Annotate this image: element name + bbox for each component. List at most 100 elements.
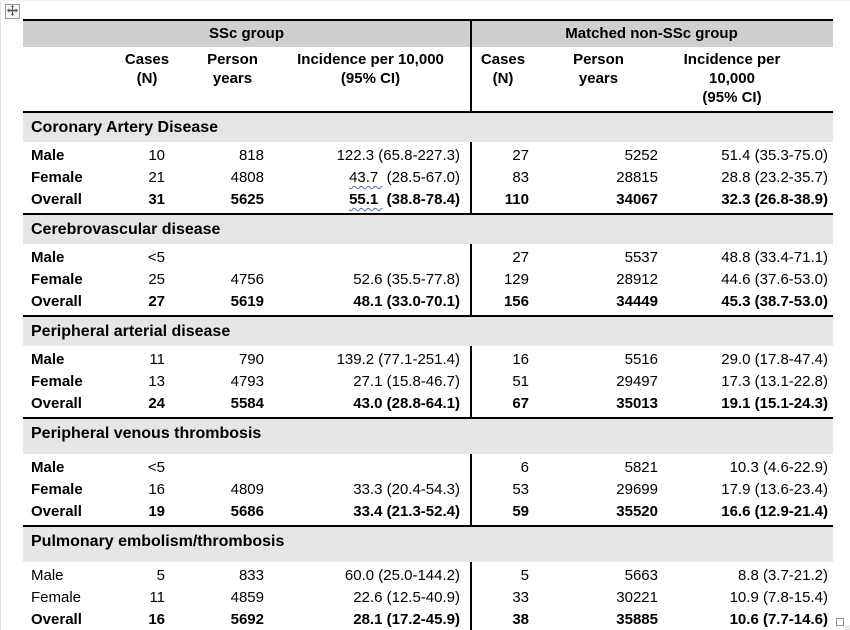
squiggle-underline: 55.1 [349, 191, 383, 208]
nonssc-person-years-cell: 35885 [616, 611, 658, 628]
ssc-cases-cell: 16 [148, 481, 165, 498]
ssc-person-years-cell: 833 [238, 567, 264, 584]
section-rows: Male 5 833 60.0 (25.0-144.2) 5 5663 8.8 (3.7-2… [23, 562, 833, 630]
nonssc-cases-cell: 59 [512, 503, 529, 520]
nonssc-incidence-cell: 10.6 (7.7-14.6) [729, 611, 828, 628]
table-row: Overall 16 5692 28.1 (17.2-45.9) 38 35885 10.6… [23, 609, 833, 630]
table-row: Female 25 4756 52.6 (35.5-77.8) 129 28912 44.6… [23, 269, 833, 291]
ssc-person-years-cell: 4809 [230, 481, 264, 498]
ssc-person-years-cell: 4808 [230, 169, 264, 186]
group-header-row: SSc group Matched non-SSc group [23, 21, 833, 47]
table-move-handle[interactable] [5, 4, 20, 19]
table-resize-handle[interactable] [836, 618, 844, 626]
ssc-cases-cell: 5 [156, 567, 165, 584]
ssc-cases-cell: 21 [148, 169, 165, 186]
row-label: Female [31, 271, 83, 288]
nonssc-incidence-cell: 17.3 (13.1-22.8) [721, 373, 828, 390]
nonssc-cases-cell: 110 [504, 191, 529, 208]
nonssc-cases-cell: 156 [503, 293, 529, 310]
row-label: Overall [31, 395, 82, 412]
section-header: Coronary Artery Disease [23, 113, 833, 142]
table-row: Female 11 4859 22.6 (12.5-40.9) 33 30221 10.9 … [23, 587, 833, 609]
ssc-incidence-cell: 55.1 (38.8-78.4) [349, 191, 460, 208]
nonssc-cases-cell: 129 [503, 271, 529, 288]
table-row: Overall 31 5625 55.1 (38.8-78.4) 110 34067 32.… [23, 189, 833, 211]
ssc-person-years-cell: 4859 [230, 589, 264, 606]
nonssc-cases-cell: 53 [512, 481, 529, 498]
nonssc-cases-cell: 6 [520, 459, 529, 476]
ssc-incidence-cell: 33.4 (21.3-52.4) [353, 503, 460, 520]
column-header-row: Cases (N) Person years Incidence per 10,… [23, 47, 833, 111]
row-label: Male [31, 249, 65, 266]
ssc-cases-cell: 10 [148, 147, 165, 164]
nonssc-cases-cell: 27 [512, 249, 529, 266]
nonssc-incidence-cell: 10.9 (7.8-15.4) [729, 589, 828, 606]
section-header: Peripheral venous thrombosis [23, 419, 833, 454]
ssc-person-years-cell [178, 247, 271, 269]
incidence-table: SSc group Matched non-SSc group Cases (N… [23, 19, 833, 630]
ssc-person-years-cell: 4756 [230, 271, 264, 288]
ssc-incidence-cell: 22.6 (12.5-40.9) [353, 589, 460, 606]
nonssc-incidence-cell: 10.3 (4.6-22.9) [729, 459, 828, 476]
nonssc-cases-cell: 33 [512, 589, 529, 606]
column-divider [470, 454, 472, 525]
ssc-person-years-header: Person years [207, 51, 258, 87]
section-rows: Male <5 27 5537 48.8 (33.4-71.1) Female 25 4756… [23, 244, 833, 317]
ssc-incidence-header: Incidence per 10,000 (95% CI) [297, 51, 444, 87]
ssc-incidence-cell: 139.2 (77.1-251.4) [336, 351, 460, 368]
row-label-header [23, 50, 116, 107]
section-header: Cerebrovascular disease [23, 215, 833, 244]
nonssc-person-years-cell: 28912 [616, 271, 658, 288]
move-icon [7, 3, 18, 21]
nonssc-cases-cell: 38 [512, 611, 529, 628]
section-header: Peripheral arterial disease [23, 317, 833, 346]
nonssc-person-years-cell: 28815 [616, 169, 658, 186]
table-row: Male <5 27 5537 48.8 (33.4-71.1) [23, 247, 833, 269]
nonssc-cases-cell: 27 [512, 147, 529, 164]
ssc-cases-cell: 24 [148, 395, 165, 412]
section-rows: Male <5 6 5821 10.3 (4.6-22.9) Female 16 4809 33… [23, 454, 833, 527]
ssc-incidence-cell [271, 457, 470, 479]
nonssc-cases-cell: 51 [512, 373, 529, 390]
ssc-cases-header: Cases (N) [124, 51, 170, 87]
nonssc-person-years-cell: 30221 [616, 589, 658, 606]
row-label: Male [31, 147, 65, 164]
table-header: SSc group Matched non-SSc group Cases (N… [23, 19, 833, 113]
row-label: Female [31, 589, 82, 606]
ssc-incidence-cell: 122.3 (65.8-227.3) [336, 147, 460, 164]
nonssc-person-years-cell: 29497 [616, 373, 658, 390]
table-row: Overall 19 5686 33.4 (21.3-52.4) 59 35520 16.6… [23, 501, 833, 523]
nonssc-cases-cell: 16 [512, 351, 529, 368]
table-row: Female 21 4808 43.7 (28.5-67.0) 83 28815 28.8 … [23, 167, 833, 189]
ssc-person-years-cell: 5692 [230, 611, 264, 628]
scroll-corner [845, 625, 850, 630]
ssc-incidence-cell: 27.1 (15.8-46.7) [353, 373, 460, 390]
ssc-person-years-cell: 5686 [230, 503, 264, 520]
section-rows: Male 10 818 122.3 (65.8-227.3) 27 5252 51.4 (3… [23, 142, 833, 215]
row-label: Male [31, 459, 65, 476]
row-label: Female [31, 169, 83, 186]
nonssc-person-years-cell: 5663 [624, 567, 658, 584]
ssc-incidence-cell [271, 247, 470, 269]
nonssc-cases-cell: 5 [520, 567, 529, 584]
ssc-cases-cell: 11 [149, 589, 165, 606]
nonssc-person-years-cell: 5516 [624, 351, 658, 368]
ssc-cases-cell: 16 [148, 611, 165, 628]
row-label: Female [31, 481, 83, 498]
ssc-person-years-cell: 5584 [230, 395, 264, 412]
column-divider [470, 346, 472, 417]
table-row: Male 5 833 60.0 (25.0-144.2) 5 5663 8.8 (3.7-2… [23, 565, 833, 587]
nonssc-incidence-cell: 32.3 (26.8-38.9) [721, 191, 828, 208]
column-divider [470, 562, 472, 630]
nonssc-incidence-cell: 45.3 (38.7-53.0) [721, 293, 828, 310]
row-label: Male [31, 567, 64, 584]
ssc-incidence-cell: 52.6 (35.5-77.8) [353, 271, 460, 288]
nonssc-incidence-cell: 48.8 (33.4-71.1) [721, 249, 828, 266]
ssc-cases-cell: 27 [148, 293, 165, 310]
table-row: Male 10 818 122.3 (65.8-227.3) 27 5252 51.4 (3… [23, 145, 833, 167]
row-label: Overall [31, 503, 82, 520]
row-label: Overall [31, 611, 82, 628]
ssc-person-years-cell: 818 [238, 147, 264, 164]
nonssc-person-years-cell: 5821 [624, 459, 658, 476]
